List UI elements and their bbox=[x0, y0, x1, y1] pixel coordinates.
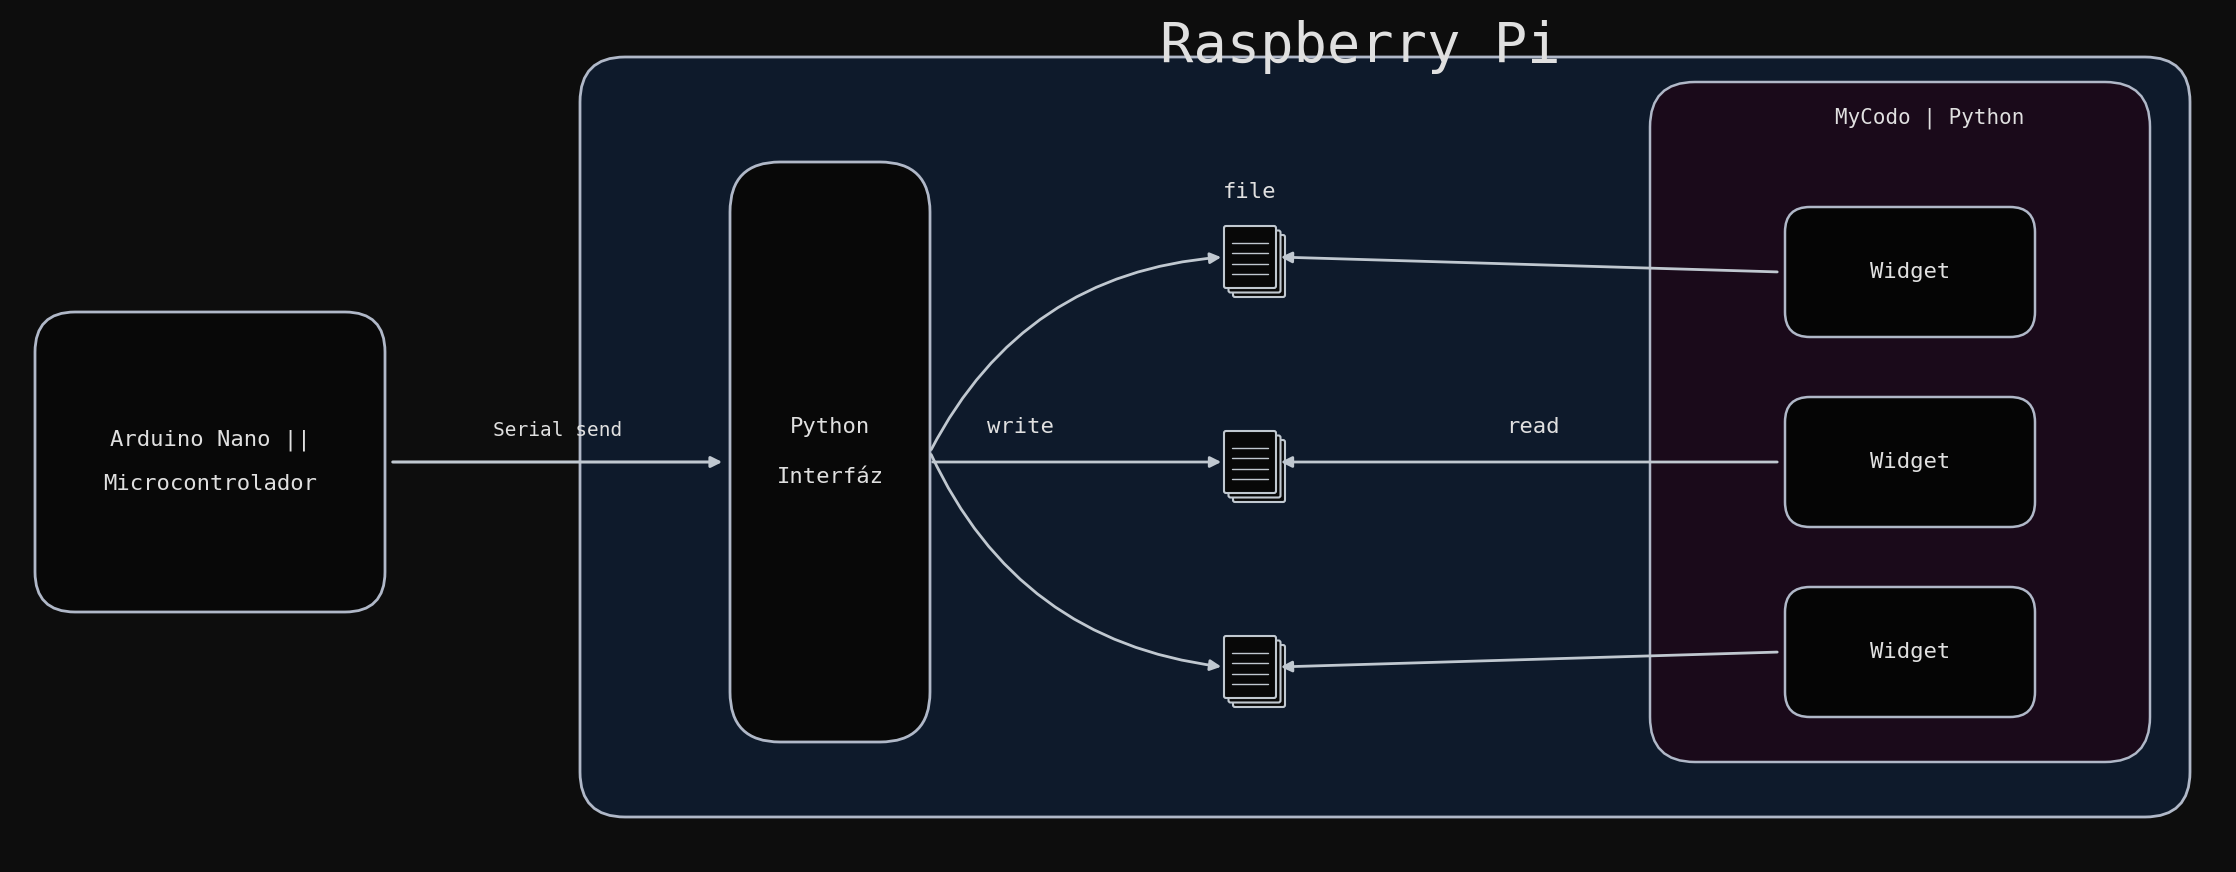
Text: write: write bbox=[986, 417, 1053, 437]
FancyBboxPatch shape bbox=[1232, 440, 1286, 502]
FancyBboxPatch shape bbox=[1228, 435, 1281, 498]
FancyBboxPatch shape bbox=[1650, 82, 2151, 762]
FancyBboxPatch shape bbox=[1223, 636, 1277, 698]
Text: Python: Python bbox=[789, 417, 870, 437]
FancyBboxPatch shape bbox=[579, 57, 2189, 817]
Text: MyCodo | Python: MyCodo | Python bbox=[1836, 107, 2024, 128]
Text: Raspberry Pi: Raspberry Pi bbox=[1160, 20, 1561, 74]
Text: Widget: Widget bbox=[1869, 452, 1950, 472]
Text: Arduino Nano ||: Arduino Nano || bbox=[110, 429, 311, 451]
Text: read: read bbox=[1505, 417, 1558, 437]
FancyBboxPatch shape bbox=[1784, 207, 2035, 337]
Text: Serial send: Serial send bbox=[492, 421, 622, 440]
Text: Microcontrolador: Microcontrolador bbox=[103, 474, 318, 494]
FancyBboxPatch shape bbox=[1223, 226, 1277, 288]
FancyBboxPatch shape bbox=[36, 312, 385, 612]
FancyBboxPatch shape bbox=[1228, 641, 1281, 703]
Text: Widget: Widget bbox=[1869, 262, 1950, 282]
FancyBboxPatch shape bbox=[729, 162, 930, 742]
Text: Interfáz: Interfáz bbox=[776, 467, 883, 487]
FancyBboxPatch shape bbox=[1228, 230, 1281, 292]
Text: file: file bbox=[1223, 182, 1277, 202]
FancyBboxPatch shape bbox=[1784, 587, 2035, 717]
FancyBboxPatch shape bbox=[1784, 397, 2035, 527]
FancyBboxPatch shape bbox=[1232, 235, 1286, 297]
FancyBboxPatch shape bbox=[1223, 431, 1277, 493]
Text: Widget: Widget bbox=[1869, 642, 1950, 662]
FancyBboxPatch shape bbox=[1232, 645, 1286, 707]
